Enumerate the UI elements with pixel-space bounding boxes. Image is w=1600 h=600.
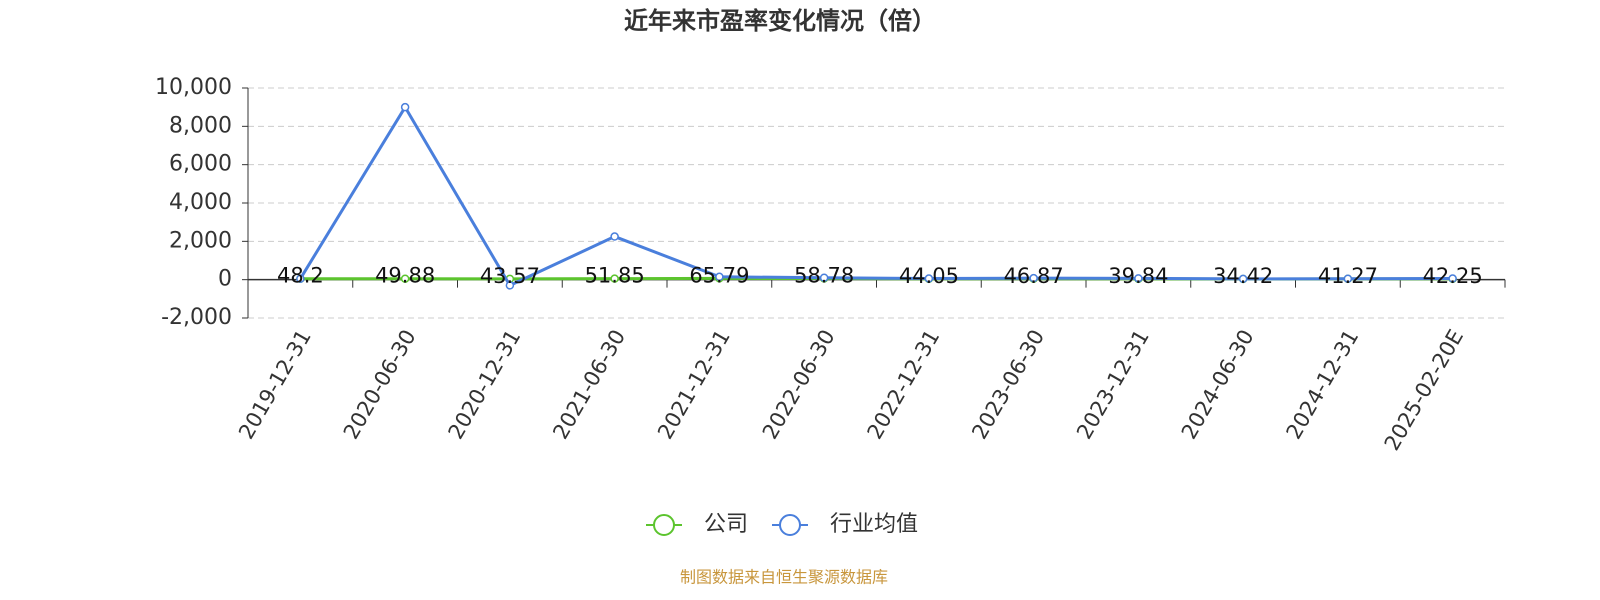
point [505,281,515,290]
data-label: 49.88 [375,264,435,288]
legend-marker [779,514,801,536]
y-tick-label: 4,000 [169,190,232,215]
x-tick-label: 2022-06-30 [758,326,840,444]
y-tick-label: 8,000 [169,113,232,138]
x-tick-label: 2019-12-31 [234,326,316,444]
legend-marker [653,514,675,536]
point [1029,273,1038,283]
y-tick-label: 2,000 [169,228,232,253]
x-tick-label: 2023-06-30 [967,326,1049,444]
point [296,274,305,283]
legend-item: 行业均值 [772,512,918,537]
legend-label: 行业均值 [830,512,918,537]
data-label: 42.25 [1423,264,1483,288]
data-label: 51.85 [585,264,645,288]
data-label: 48.2 [277,264,324,288]
data-label: 65.79 [689,263,749,287]
data-label: 43.57 [480,264,540,288]
x-tick-label: 2023-12-31 [1072,326,1154,444]
y-tick-label: -2,000 [161,305,232,330]
x-tick-label: 2024-12-31 [1282,326,1364,444]
data-label: 39.84 [1108,264,1168,288]
point [1238,274,1248,284]
x-tick-label: 2021-12-31 [653,326,735,444]
x-tick-label: 2022-12-31 [863,326,945,444]
point [715,272,724,282]
legend-label: 公司 [704,512,748,537]
y-tick-label: 6,000 [169,152,232,177]
point [400,274,410,283]
point [819,273,829,282]
x-tick-label: 2024-06-30 [1177,326,1259,444]
data-label: 41.27 [1318,264,1378,288]
legend-item: 公司 [646,512,748,537]
point [1448,274,1457,283]
point [1343,274,1353,283]
x-tick-label: 2021-06-30 [548,326,630,444]
y-tick-label: 10,000 [155,75,232,100]
footer: 制图数据来自恒生聚源数据库 [680,568,888,587]
x-tick-label: 2020-06-30 [339,326,421,444]
series-line [299,104,1453,288]
y-tick-label: 0 [218,267,232,292]
x-tick-label: 2025-02-20E [1380,326,1468,455]
data-label: 44.05 [899,264,959,288]
point [610,274,619,283]
data-label: 46.87 [1004,264,1064,288]
point [610,232,619,241]
chart-title: 近年来市盈率变化情况（倍） [624,7,936,35]
point [400,102,410,112]
point [924,274,934,283]
data-label: 34.42 [1213,264,1273,288]
point [1134,274,1143,283]
x-tick-label: 2020-12-31 [444,326,526,444]
data-label: 58.78 [794,264,854,288]
